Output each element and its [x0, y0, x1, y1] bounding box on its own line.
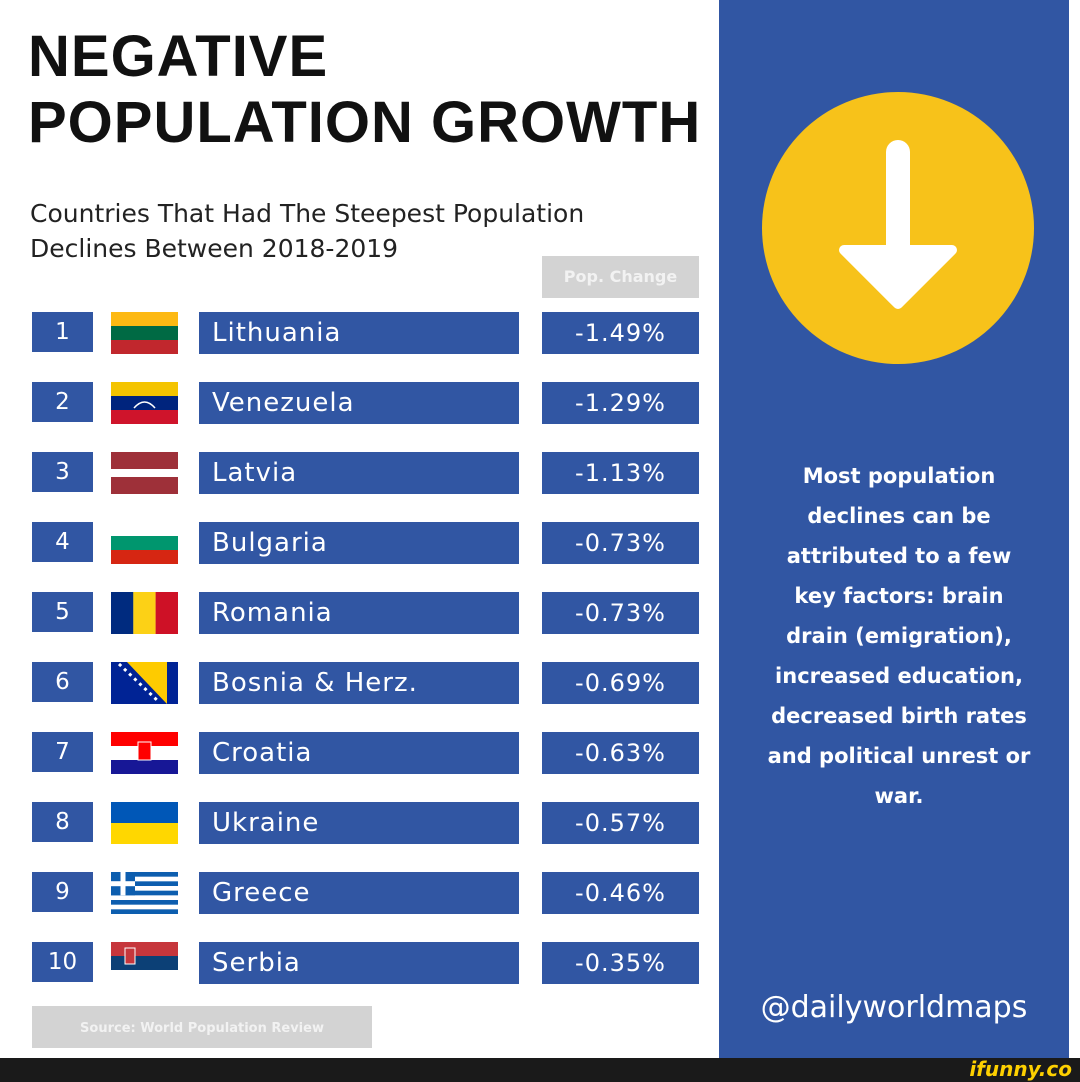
- pop-change-value: -0.63%: [542, 732, 699, 774]
- pop-change-value: -0.73%: [542, 592, 699, 634]
- rank-badge: 10: [32, 942, 93, 982]
- flag-icon: [111, 592, 178, 634]
- ranking-table: 1 Lithuania -1.49% 2 Venezuela -1.29% 3 Latvia -…: [32, 312, 699, 984]
- rank-badge: 1: [32, 312, 93, 352]
- rank-badge: 8: [32, 802, 93, 842]
- subtitle: Countries That Had The Steepest Populati…: [30, 196, 670, 266]
- watermark-logo: ifunny.co: [969, 1057, 1072, 1081]
- panel-description: Most population declines can be attribut…: [740, 456, 1058, 816]
- flag-icon: [111, 382, 178, 424]
- rank-badge: 5: [32, 592, 93, 632]
- down-arrow-icon: [762, 92, 1034, 364]
- panel-line: Most population: [802, 464, 996, 488]
- country-name: Croatia: [199, 732, 519, 774]
- rank-badge: 7: [32, 732, 93, 772]
- social-handle: @dailyworldmaps: [760, 990, 1028, 1025]
- panel-line: decreased birth rates: [771, 704, 1027, 728]
- country-name: Romania: [199, 592, 519, 634]
- panel-line: key factors: brain: [794, 584, 1004, 608]
- pop-change-value: -0.57%: [542, 802, 699, 844]
- pop-change-value: -1.49%: [542, 312, 699, 354]
- country-name: Lithuania: [199, 312, 519, 354]
- title-line-2: POPULATION GROWTH: [28, 90, 702, 155]
- country-name: Latvia: [199, 452, 519, 494]
- panel-line: war.: [874, 784, 924, 808]
- subtitle-line-2: Declines Between 2018-2019: [30, 234, 399, 263]
- country-name: Bosnia & Herz.: [199, 662, 519, 704]
- pop-change-column-header: Pop. Change: [542, 256, 699, 298]
- pop-change-value: -0.73%: [542, 522, 699, 564]
- watermark-bar: [0, 1058, 1080, 1082]
- panel-line: declines can be: [807, 504, 991, 528]
- flag-icon: [111, 872, 178, 914]
- flag-icon: [111, 312, 178, 354]
- rank-badge: 6: [32, 662, 93, 702]
- rank-badge: 9: [32, 872, 93, 912]
- pop-change-value: -0.69%: [542, 662, 699, 704]
- flag-icon: [111, 802, 178, 844]
- page-title: NEGATIVE POPULATION GROWTH: [28, 24, 701, 156]
- rank-badge: 3: [32, 452, 93, 492]
- country-name: Bulgaria: [199, 522, 519, 564]
- flag-icon: [111, 662, 178, 704]
- panel-line: and political unrest or: [767, 744, 1031, 768]
- flag-icon: [111, 942, 178, 984]
- flag-icon: [111, 452, 178, 494]
- flag-icon: [111, 522, 178, 564]
- subtitle-line-1: Countries That Had The Steepest Populati…: [30, 199, 585, 228]
- country-name: Ukraine: [199, 802, 519, 844]
- pop-change-value: -1.29%: [542, 382, 699, 424]
- rank-badge: 4: [32, 522, 93, 562]
- country-name: Greece: [199, 872, 519, 914]
- panel-line: drain (emigration),: [786, 624, 1012, 648]
- source-label: Source: World Population Review: [32, 1006, 372, 1048]
- panel-line: attributed to a few: [786, 544, 1012, 568]
- flag-icon: [111, 732, 178, 774]
- pop-change-value: -0.35%: [542, 942, 699, 984]
- rank-badge: 2: [32, 382, 93, 422]
- country-name: Serbia: [199, 942, 519, 984]
- panel-line: increased education,: [775, 664, 1023, 688]
- pop-change-value: -1.13%: [542, 452, 699, 494]
- country-name: Venezuela: [199, 382, 519, 424]
- title-line-1: NEGATIVE: [28, 24, 329, 89]
- pop-change-value: -0.46%: [542, 872, 699, 914]
